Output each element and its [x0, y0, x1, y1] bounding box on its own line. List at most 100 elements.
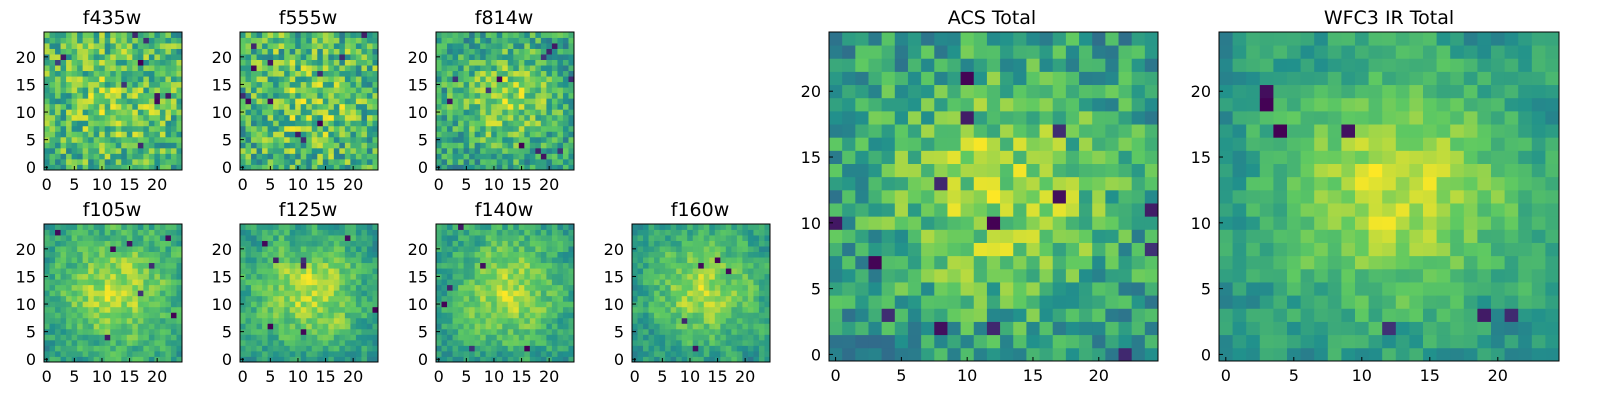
- heatmap-cell: [551, 103, 558, 110]
- heatmap-cell: [1065, 229, 1080, 243]
- heatmap-cell: [82, 273, 89, 280]
- heatmap-cell: [350, 114, 357, 121]
- heatmap-cell: [842, 308, 856, 322]
- heatmap-cell: [44, 323, 50, 330]
- heatmap-cell: [60, 229, 67, 236]
- heatmap-cell: [104, 317, 111, 324]
- heatmap-cell: [469, 109, 476, 116]
- heatmap-cell: [562, 301, 569, 308]
- heatmap-cell: [747, 268, 754, 275]
- heatmap-cell: [143, 268, 150, 275]
- heatmap-cell: [372, 273, 379, 280]
- heatmap-cell: [44, 76, 50, 83]
- heatmap-cell: [524, 262, 531, 269]
- heatmap-cell: [170, 235, 177, 241]
- heatmap-cell: [535, 279, 542, 286]
- heatmap-cell: [458, 262, 464, 269]
- heatmap-cell: [546, 153, 553, 160]
- heatmap-cell: [1000, 334, 1014, 349]
- heatmap-cell: [154, 37, 161, 44]
- heatmap-cell: [240, 323, 246, 330]
- heatmap-cell: [758, 268, 765, 275]
- heatmap-cell: [518, 312, 525, 319]
- heatmap-cell: [176, 103, 183, 110]
- heatmap-cell: [273, 120, 280, 127]
- heatmap-cell: [262, 76, 268, 83]
- heatmap-cell: [463, 295, 470, 302]
- heatmap-cell: [284, 240, 291, 247]
- heatmap-cell: [267, 246, 274, 252]
- heatmap-cell: [295, 136, 302, 143]
- heatmap-cell: [322, 43, 329, 49]
- heatmap-cell: [507, 306, 514, 313]
- heatmap-cell: [731, 251, 738, 258]
- heatmap-cell: [256, 268, 263, 275]
- heatmap-cell: [328, 81, 335, 88]
- heatmap-cell: [240, 43, 246, 49]
- heatmap-cell: [355, 76, 362, 83]
- heatmap-cell: [328, 268, 335, 275]
- heatmap-cell: [731, 262, 738, 269]
- heatmap-cell: [328, 48, 335, 55]
- heatmap-cell: [344, 224, 351, 230]
- heatmap-cell: [82, 153, 89, 160]
- heatmap-cell: [44, 65, 50, 72]
- heatmap-cell: [77, 334, 84, 341]
- heatmap-cell: [77, 37, 84, 44]
- heatmap-cell: [436, 32, 442, 38]
- heatmap-cell: [262, 356, 268, 363]
- heatmap-cell: [300, 235, 307, 241]
- heatmap-cell: [311, 284, 318, 291]
- heatmap-cell: [1013, 295, 1027, 309]
- heatmap-cell: [104, 251, 111, 258]
- heatmap-cell: [524, 306, 531, 313]
- heatmap-cell: [311, 164, 318, 171]
- heatmap-cell: [317, 87, 324, 94]
- heatmap-cell: [894, 321, 909, 336]
- heatmap-cell: [88, 306, 95, 313]
- heatmap-cell: [1131, 203, 1146, 217]
- heatmap-cell: [66, 103, 72, 110]
- heatmap-cell: [934, 308, 948, 322]
- heatmap-cell: [632, 235, 638, 241]
- heatmap-cell: [344, 70, 351, 77]
- heatmap-cell: [524, 81, 531, 88]
- heatmap-cell: [731, 224, 738, 230]
- heatmap-cell: [170, 153, 177, 160]
- heatmap-cell: [154, 125, 161, 132]
- heatmap-cell: [300, 164, 307, 171]
- heatmap-cell: [546, 92, 553, 99]
- x-tick-label: 20: [343, 367, 363, 386]
- heatmap-cell: [474, 103, 481, 110]
- heatmap-cell: [306, 147, 313, 154]
- heatmap-cell: [654, 306, 660, 313]
- heatmap-cell: [333, 273, 340, 280]
- heatmap-cell: [681, 339, 688, 346]
- heatmap-cell: [93, 65, 100, 72]
- heatmap-cell: [692, 301, 699, 308]
- heatmap-cell: [687, 350, 694, 357]
- heatmap-cell: [93, 136, 100, 143]
- heatmap-cell: [126, 317, 133, 324]
- heatmap-cell: [110, 268, 117, 275]
- heatmap-cell: [474, 251, 481, 258]
- heatmap-cell: [143, 109, 150, 116]
- heatmap-cell: [176, 87, 183, 94]
- heatmap-cell: [93, 114, 100, 121]
- heatmap-cell: [93, 290, 100, 297]
- panel-title: f160w: [671, 199, 730, 221]
- heatmap-cell: [491, 158, 498, 165]
- heatmap-cell: [317, 229, 324, 236]
- heatmap-cell: [71, 131, 78, 138]
- heatmap-cell: [176, 76, 183, 83]
- heatmap-cell: [742, 339, 749, 346]
- heatmap-cell: [267, 76, 274, 83]
- heatmap-cell: [469, 224, 476, 230]
- heatmap-cell: [687, 229, 694, 236]
- heatmap-cell: [77, 87, 84, 94]
- heatmap-cell: [60, 257, 67, 264]
- heatmap-cell: [703, 224, 710, 230]
- heatmap-cell: [132, 120, 139, 127]
- heatmap-cell: [126, 251, 133, 258]
- heatmap-cell: [960, 334, 975, 349]
